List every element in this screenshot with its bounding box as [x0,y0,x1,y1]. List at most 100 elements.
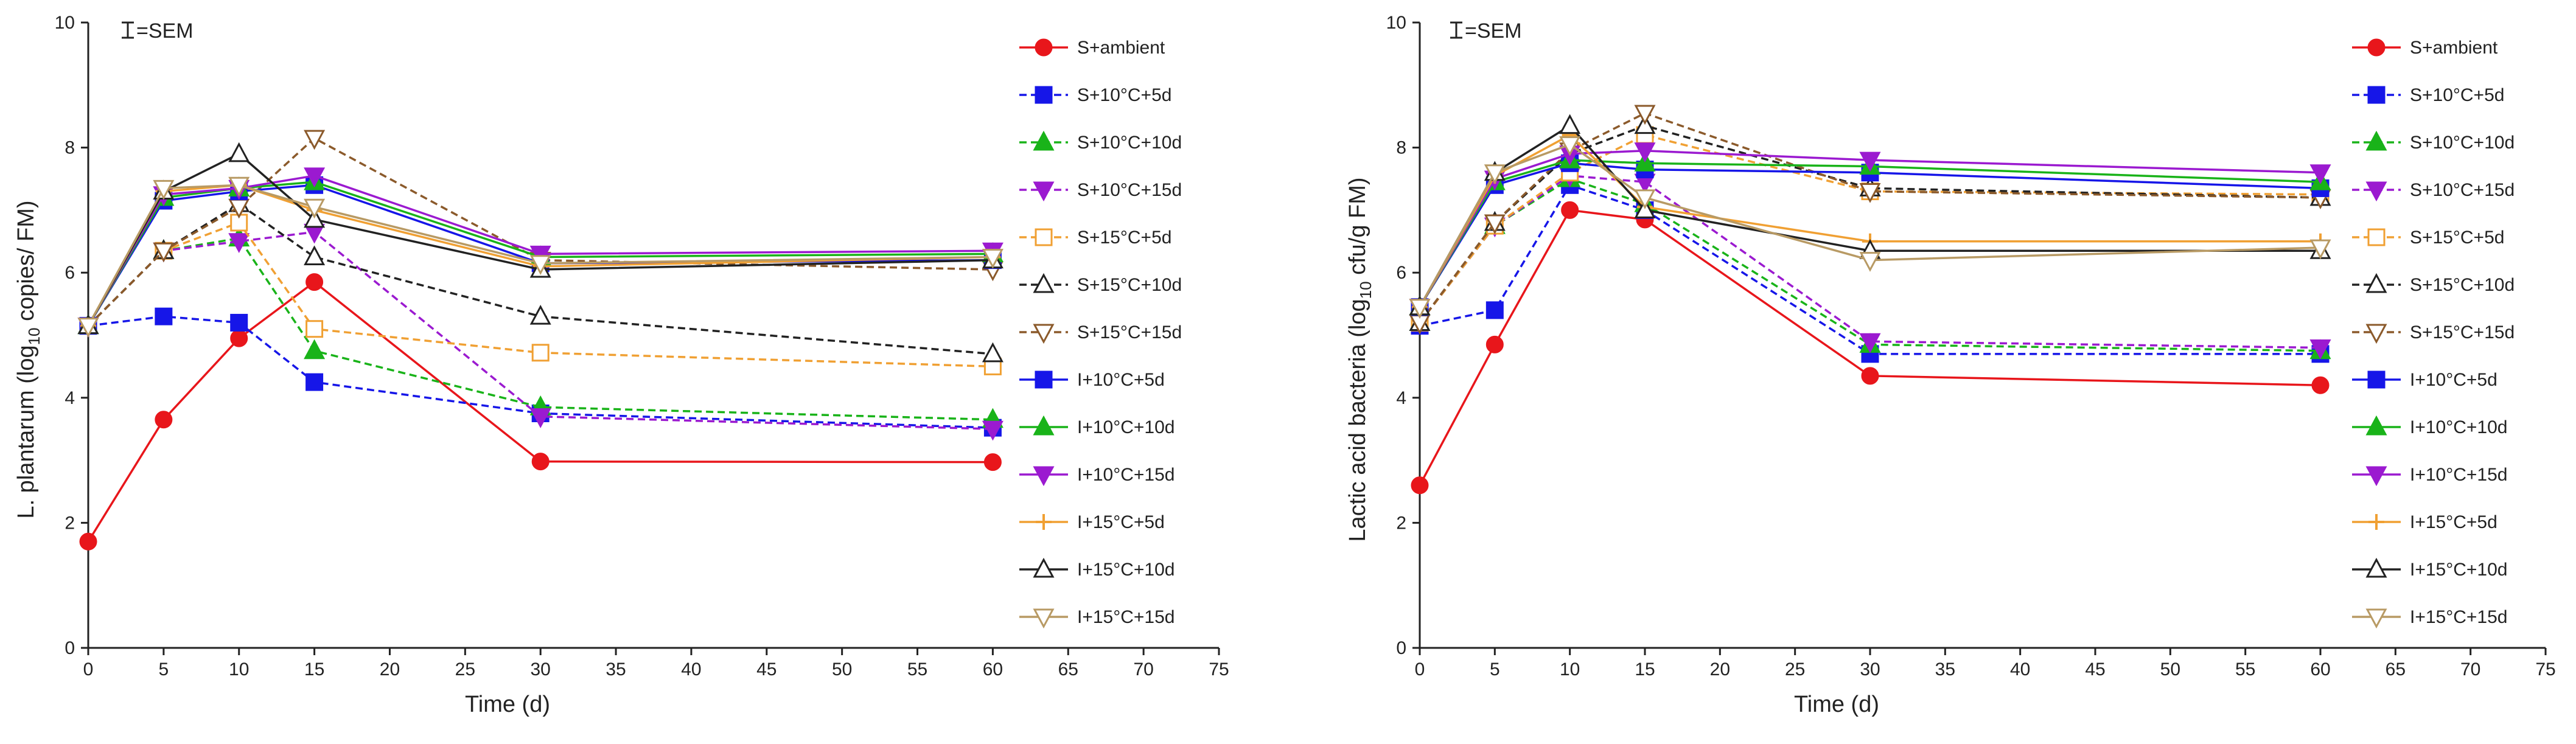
series-line [87,203,993,355]
y-tick-label: 6 [1396,263,1406,283]
x-tick-label: 50 [832,659,852,680]
legend-item: I+10°C+10d [1019,415,1175,437]
series-line [87,137,993,327]
x-tick-label: 65 [2386,659,2406,680]
legend-label: I+10°C+5d [1077,370,1165,390]
x-tick-label: 45 [756,659,777,680]
legend-item: I+10°C+15d [2352,465,2507,487]
x-axis-title: Time (d) [1794,692,1879,717]
legend-marker [2365,130,2387,151]
series-line [1419,209,2321,486]
legend-item: S+10°C+5d [2352,85,2504,105]
series-line [87,184,993,327]
data-point [304,130,326,150]
legend-label: S+10°C+10d [2410,133,2515,153]
series-5 [79,214,1002,375]
y-tick-label: 8 [1396,138,1406,158]
data-point [529,255,551,275]
y-tick-label: 0 [65,638,75,658]
x-tick-label: 5 [159,659,169,680]
x-tick-label: 35 [606,659,626,680]
x-axis-title: Time (d) [465,692,550,717]
legend-item: S+15°C+10d [2352,273,2515,295]
y-tick-label: 2 [1396,513,1406,533]
y-axis-title: L. plantarum (log10 copies/ FM) [13,200,43,518]
legend-item: I+15°C+15d [2352,607,2507,629]
data-point [1634,142,1656,162]
data-point [305,273,324,291]
sem-icon [122,21,134,39]
data-point [1485,335,1504,353]
legend-marker [1035,38,1053,57]
legend-item: I+10°C+15d [1019,465,1175,487]
legend-item: I+15°C+15d [1019,607,1175,629]
legend-item: S+15°C+5d [1019,228,1171,248]
data-point [1634,189,1656,210]
legend-label: S+15°C+5d [1077,228,1171,248]
data-point [230,313,248,332]
data-point [1634,105,1656,125]
x-tick-label: 10 [229,659,249,680]
x-tick-label: 25 [455,659,475,680]
legend-label: S+10°C+5d [1077,85,1171,105]
data-point [2311,376,2330,394]
series-line [1419,143,2321,308]
legend-label: S+ambient [2410,38,2498,58]
legend-marker [2367,38,2386,57]
data-point [304,198,326,219]
data-point [1859,183,1881,203]
data-point [983,453,1002,471]
legend-item: S+ambient [1019,38,1165,58]
legend-label: S+15°C+15d [2410,322,2515,342]
x-tick-label: 70 [2460,659,2480,680]
legend-marker [2365,273,2387,293]
series-line [87,231,993,430]
legend-label: I+10°C+15d [2410,465,2507,485]
data-point [1485,301,1504,319]
data-point [79,532,97,551]
data-point [230,329,248,347]
x-tick-label: 15 [1635,659,1655,680]
legend-item: I+10°C+5d [1019,370,1165,390]
x-tick-label: 20 [380,659,400,680]
y-tick-label: 0 [1396,638,1406,658]
legend-item: I+15°C+10d [1019,557,1175,580]
x-tick-label: 65 [1058,659,1078,680]
x-tick-label: 5 [1490,659,1500,680]
series-line [87,181,993,327]
legend-label: I+15°C+15d [2410,607,2507,627]
data-point [2309,239,2331,260]
legend-marker [2365,181,2387,202]
data-point [1859,151,1881,172]
legend-item: S+10°C+10d [1019,130,1182,153]
series-line [1419,175,2321,349]
data-point [1559,136,1581,156]
series-line [1419,112,2321,324]
legend-label: S+10°C+15d [2410,180,2515,200]
y-tick-label: 10 [1386,13,1406,33]
x-tick-label: 15 [304,659,324,680]
sem-icon [1450,21,1462,39]
data-point [1484,164,1506,184]
data-point [1559,114,1581,134]
legend: S+ambient S+10°C+5d S+10°C+10d S+10°C+15d S+… [2352,38,2515,629]
legend-label: I+15°C+15d [1077,607,1175,627]
series-12 [77,142,1004,335]
legend-item: S+10°C+10d [2352,130,2515,153]
legend-label: S+15°C+15d [1077,322,1182,342]
x-tick-label: 30 [1860,659,1880,680]
legend-marker [1033,466,1055,487]
data-point [982,249,1004,269]
legend-item: I+15°C+5d [2352,512,2497,532]
legend-marker [1033,415,1055,436]
legend-marker [2365,415,2387,436]
series-10 [1409,142,2331,319]
legend-item: I+15°C+10d [2352,557,2507,580]
legend-marker [1035,86,1053,104]
x-tick-label: 0 [83,659,94,680]
data-point [228,233,250,253]
data-point [529,408,551,428]
legend-label: S+10°C+10d [1077,133,1182,153]
data-point [228,142,250,162]
